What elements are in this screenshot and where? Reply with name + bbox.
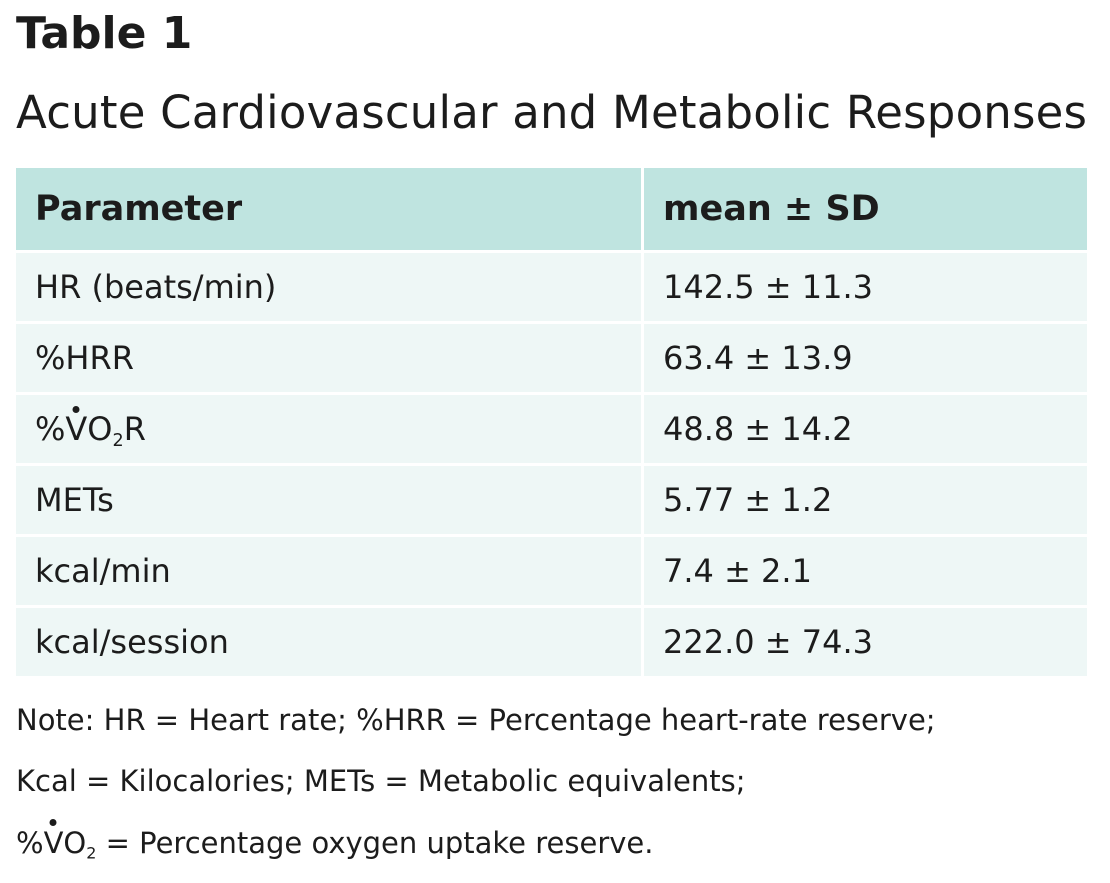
- table-body: HR (beats/min) 142.5 ± 11.3 %HRR 63.4 ± …: [16, 253, 1087, 679]
- table-title: Acute Cardiovascular and Metabolic Respo…: [16, 86, 1088, 139]
- table-row: HR (beats/min) 142.5 ± 11.3: [16, 253, 1087, 324]
- v-dot-symbol: V: [44, 823, 64, 863]
- value-cell: 7.4 ± 2.1: [644, 537, 1087, 608]
- parameter-cell: kcal/min: [16, 537, 644, 608]
- table-header: Parameter mean ± SD: [16, 168, 1087, 253]
- note-line-3: %VO2 = Percentage oxygen uptake reserve.: [16, 823, 653, 863]
- value-cell: 63.4 ± 13.9: [644, 324, 1087, 395]
- note-subscript: 2: [86, 843, 97, 863]
- note-mid: O: [63, 826, 87, 860]
- parameter-cell: HR (beats/min): [16, 253, 644, 324]
- table-row: kcal/min 7.4 ± 2.1: [16, 537, 1087, 608]
- table-row: kcal/session 222.0 ± 74.3: [16, 608, 1087, 679]
- note-prefix: %: [16, 826, 44, 860]
- responses-table: Parameter mean ± SD HR (beats/min) 142.5…: [16, 168, 1087, 679]
- value-cell: 5.77 ± 1.2: [644, 466, 1087, 537]
- parameter-mid: O: [87, 410, 113, 448]
- value-cell: 142.5 ± 11.3: [644, 253, 1087, 324]
- table-row: METs 5.77 ± 1.2: [16, 466, 1087, 537]
- note-suffix: = Percentage oxygen uptake reserve.: [96, 826, 654, 860]
- column-header-parameter: Parameter: [16, 168, 644, 253]
- table-row: %VO2R 48.8 ± 14.2: [16, 395, 1087, 466]
- table-row: %HRR 63.4 ± 13.9: [16, 324, 1087, 395]
- parameter-cell: METs: [16, 466, 644, 537]
- value-cell: 222.0 ± 74.3: [644, 608, 1087, 679]
- parameter-subscript: 2: [112, 431, 124, 452]
- header-row: Parameter mean ± SD: [16, 168, 1087, 253]
- v-dot-symbol: V: [65, 410, 88, 448]
- value-cell: 48.8 ± 14.2: [644, 395, 1087, 466]
- table-label: Table 1: [16, 8, 193, 59]
- parameter-prefix: %: [35, 410, 66, 448]
- parameter-cell: %VO2R: [16, 395, 644, 466]
- parameter-suffix: R: [123, 410, 146, 448]
- parameter-cell: kcal/session: [16, 608, 644, 679]
- note-line-2: Kcal = Kilocalories; METs = Metabolic eq…: [16, 764, 746, 798]
- note-line-1: Note: HR = Heart rate; %HRR = Percentage…: [16, 703, 936, 737]
- parameter-cell: %HRR: [16, 324, 644, 395]
- column-header-mean-sd: mean ± SD: [644, 168, 1087, 253]
